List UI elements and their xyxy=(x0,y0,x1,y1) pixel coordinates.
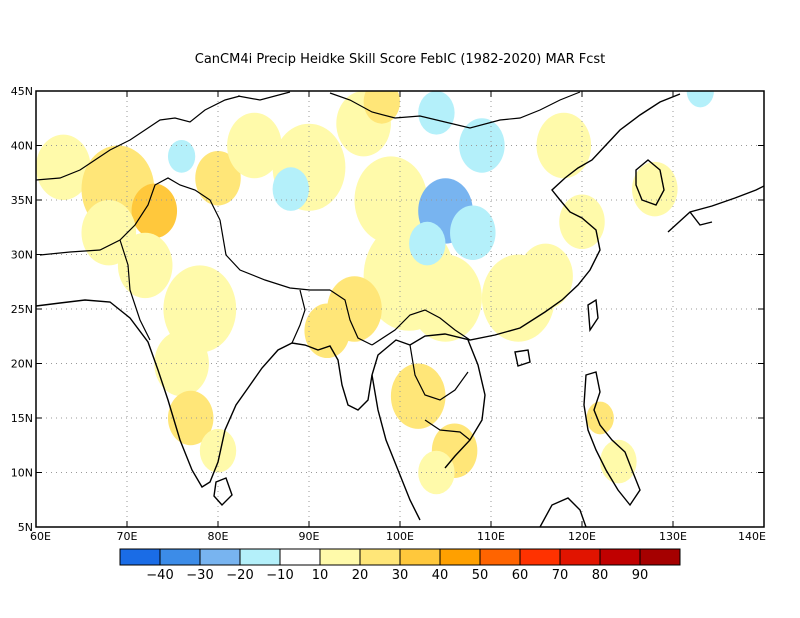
border-cambodia xyxy=(424,419,471,441)
field-patch xyxy=(363,91,400,124)
colorbar-label: −10 xyxy=(266,568,293,583)
colorbar-swatch xyxy=(199,548,241,566)
colorbar-swatch xyxy=(279,548,321,566)
field-patch xyxy=(390,363,446,429)
longitude-labels: 60E 70E 80E 90E 100E 110E 120E 130E 140E xyxy=(30,91,766,543)
lat-label: 30N xyxy=(11,249,33,262)
border-afghan-pakistan xyxy=(39,177,221,256)
field-patch xyxy=(36,134,91,200)
border-bangladesh xyxy=(291,289,306,344)
border-pakistan-india xyxy=(119,239,151,341)
lat-label: 40N xyxy=(11,140,33,153)
coastlines xyxy=(36,93,764,527)
field-patch xyxy=(304,303,350,359)
colorbar-swatch xyxy=(399,548,441,566)
border-mongolia-south xyxy=(329,91,581,129)
colorbar-label: 30 xyxy=(392,568,409,583)
indochina-coast xyxy=(444,339,486,469)
colorbar-swatch xyxy=(599,548,641,566)
malay-peninsula xyxy=(371,374,421,521)
colorbar-swatch xyxy=(479,548,521,566)
hainan-island xyxy=(514,349,531,367)
korea-peninsula xyxy=(635,159,665,206)
field-patch xyxy=(131,183,178,239)
colorbar-label: 50 xyxy=(472,568,489,583)
lon-label: 90E xyxy=(299,530,320,543)
field-patch xyxy=(632,161,678,217)
field-patch xyxy=(518,243,573,309)
field-patch xyxy=(586,401,614,435)
colorbar-swatch xyxy=(519,548,561,566)
lon-label: 140E xyxy=(738,530,766,543)
lon-label: 100E xyxy=(386,530,414,543)
colorbar-swatch xyxy=(319,548,361,566)
colorbar-label: 80 xyxy=(592,568,609,583)
mainland-coastline xyxy=(36,93,681,488)
sri-lanka-island xyxy=(213,477,233,507)
field-patch xyxy=(163,265,237,353)
colorbar-swatch xyxy=(639,548,681,566)
lat-label: 15N xyxy=(11,412,33,425)
field-patch xyxy=(167,140,196,173)
colorbar-label: 60 xyxy=(512,568,529,583)
lon-label: 60E xyxy=(30,530,51,543)
field-patch xyxy=(409,254,482,342)
country-borders xyxy=(36,91,581,441)
colorbar-swatch xyxy=(359,548,401,566)
chart-title: CanCM4i Precip Heidke Skill Score FebIC … xyxy=(195,52,606,67)
lon-label: 130E xyxy=(659,530,687,543)
border-north-west xyxy=(237,91,291,101)
field-patch xyxy=(536,112,592,179)
field-patch xyxy=(195,150,241,206)
colorbar-label: −30 xyxy=(186,568,213,583)
lat-label: 10N xyxy=(11,467,33,480)
colorbar-swatch xyxy=(559,548,601,566)
colorbar: −40 −30 −20 −10 10 20 30 40 50 60 70 80 90 xyxy=(119,548,681,583)
philippines-islands xyxy=(583,371,641,507)
lon-label: 70E xyxy=(117,530,138,543)
border-laos-thailand xyxy=(409,344,469,401)
field-patch xyxy=(272,167,309,211)
colorbar-label: 20 xyxy=(352,568,369,583)
colorbar-label: 70 xyxy=(552,568,569,583)
field-patch xyxy=(686,91,714,108)
colorbar-swatch xyxy=(119,548,161,566)
field-patch xyxy=(167,390,214,446)
field-patch xyxy=(354,156,428,244)
lat-label: 5N xyxy=(18,521,33,534)
colorbar-swatch xyxy=(239,548,281,566)
colorbar-label: 40 xyxy=(432,568,449,583)
colorbar-swatch xyxy=(159,548,201,566)
skill-field xyxy=(36,91,714,495)
border-china-south xyxy=(371,309,471,346)
field-patch xyxy=(409,221,446,266)
lat-label: 25N xyxy=(11,303,33,316)
field-patch xyxy=(227,112,282,179)
taiwan-island xyxy=(587,298,599,333)
map-area: 5N 10N 15N 20N 25N 30N 35N 40N 45N 60E 70E 80E 90E 1… xyxy=(11,85,766,543)
lat-label: 45N xyxy=(11,85,33,98)
latitude-labels: 5N 10N 15N 20N 25N 30N 35N 40N 45N xyxy=(11,85,764,534)
lat-label: 20N xyxy=(11,358,33,371)
colorbar-label: −40 xyxy=(146,568,173,583)
lat-label: 35N xyxy=(11,194,33,207)
field-patch xyxy=(418,91,455,135)
border-myanmar xyxy=(329,289,373,346)
lon-label: 120E xyxy=(568,530,596,543)
border-himalaya xyxy=(219,219,330,291)
field-patch xyxy=(450,205,496,260)
colorbar-swatch xyxy=(439,548,481,566)
colorbar-label: 90 xyxy=(632,568,649,583)
border-central-asia xyxy=(36,95,241,181)
japan-coast xyxy=(667,185,764,233)
field-patch xyxy=(199,428,237,473)
colorbar-label: 10 xyxy=(312,568,329,583)
borneo-coast xyxy=(539,497,587,527)
lon-label: 80E xyxy=(208,530,229,543)
field-patch xyxy=(600,439,637,484)
field-patch xyxy=(117,232,173,299)
lon-label: 110E xyxy=(477,530,505,543)
colorbar-label: −20 xyxy=(226,568,253,583)
